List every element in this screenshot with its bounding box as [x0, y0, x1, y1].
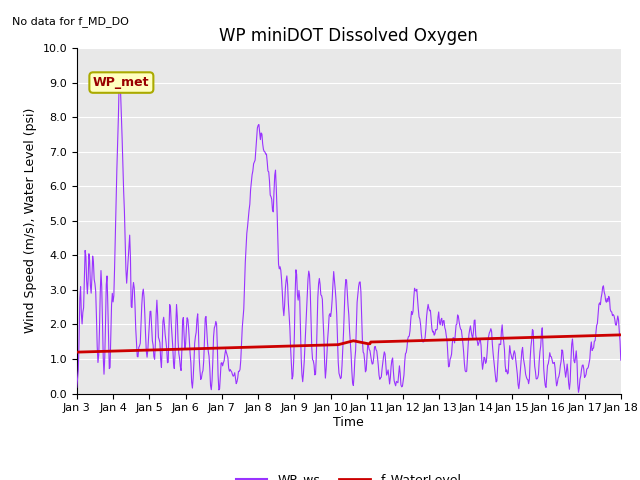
Text: WP_met: WP_met — [93, 76, 150, 89]
Legend: WP_ws, f_WaterLevel: WP_ws, f_WaterLevel — [231, 468, 467, 480]
Text: No data for f_MD_DO: No data for f_MD_DO — [12, 16, 129, 27]
X-axis label: Time: Time — [333, 416, 364, 429]
Title: WP miniDOT Dissolved Oxygen: WP miniDOT Dissolved Oxygen — [220, 27, 478, 45]
Y-axis label: Wind Speed (m/s), Water Level (psi): Wind Speed (m/s), Water Level (psi) — [24, 108, 37, 334]
